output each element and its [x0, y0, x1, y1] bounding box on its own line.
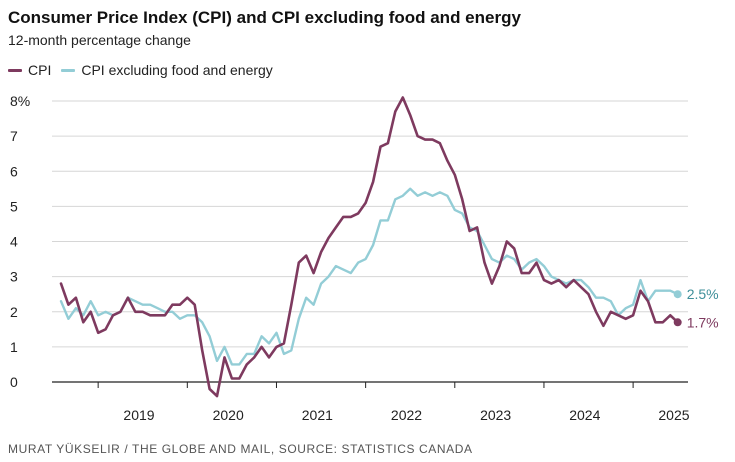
x-tick-label: 2024	[569, 407, 600, 423]
chart-legend: CPI CPI excluding food and energy	[8, 62, 283, 78]
legend-item-core: CPI excluding food and energy	[61, 62, 273, 78]
legend-swatch-core	[61, 68, 76, 72]
legend-swatch-cpi	[8, 68, 22, 72]
x-tick-label: 2021	[302, 407, 333, 423]
legend-item-cpi: CPI	[8, 62, 51, 78]
y-tick-label: 4	[10, 234, 18, 250]
chart-subtitle: 12-month percentage change	[8, 32, 191, 48]
x-tick-label: 2022	[391, 407, 422, 423]
x-tick-label: 2025	[658, 407, 689, 423]
y-tick-label: 5	[10, 198, 18, 214]
source-credit: MURAT YÜKSELIR / THE GLOBE AND MAIL, SOU…	[8, 442, 473, 456]
legend-label-cpi: CPI	[28, 62, 52, 78]
end-label-cpi: 1.7%	[687, 314, 719, 330]
x-tick-label: 2020	[213, 407, 244, 423]
end-marker-cpi	[673, 318, 682, 327]
end-label-core: 2.5%	[687, 286, 719, 302]
y-tick-label: 0	[10, 374, 18, 390]
y-tick-label: 1	[10, 339, 18, 355]
y-tick-label: 3	[10, 269, 18, 285]
chart-title: Consumer Price Index (CPI) and CPI exclu…	[8, 8, 521, 27]
end-marker-core	[673, 290, 682, 299]
series-line-cpi	[59, 96, 680, 398]
y-tick-label: 6	[10, 163, 18, 179]
y-tick-label: 8%	[10, 93, 30, 109]
x-tick-label: 2019	[123, 407, 154, 423]
y-tick-label: 2	[10, 304, 18, 320]
legend-label-core: CPI excluding food and energy	[81, 62, 273, 78]
x-tick-label: 2023	[480, 407, 511, 423]
y-tick-label: 7	[10, 128, 18, 144]
